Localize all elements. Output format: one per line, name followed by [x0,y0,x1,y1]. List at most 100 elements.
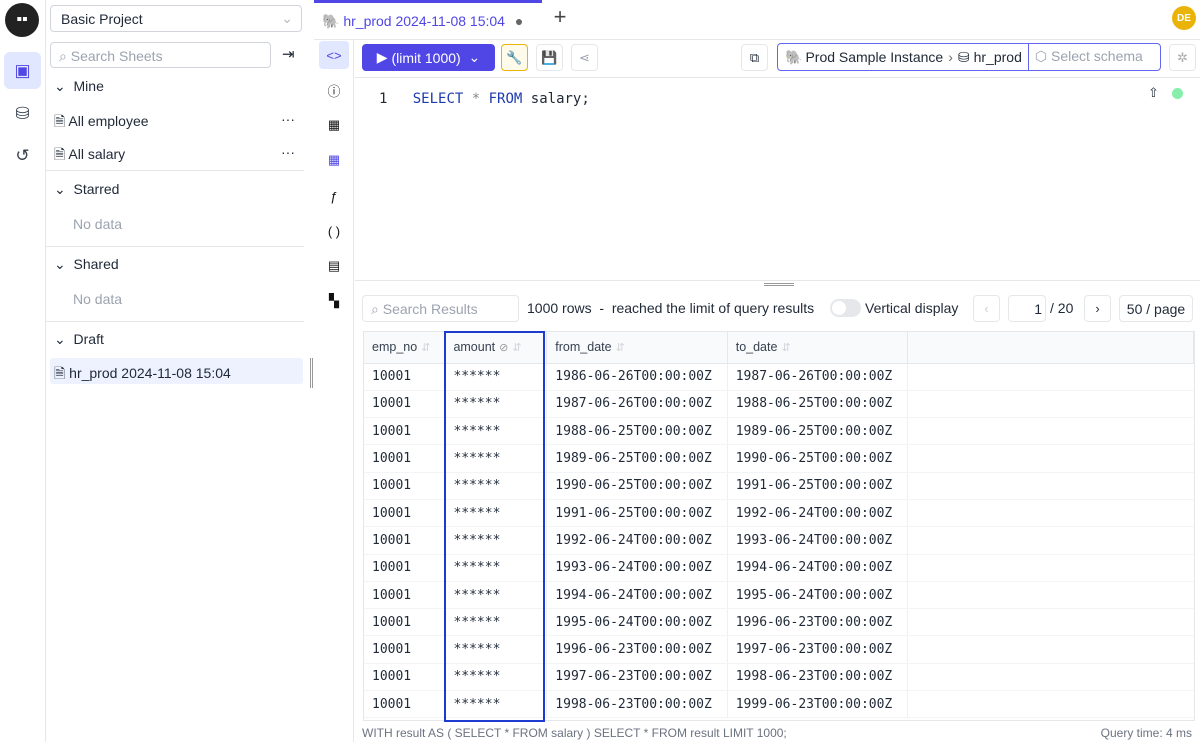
prev-page-button[interactable]: ‹ [973,295,1000,322]
logo-icon[interactable]: ▪▪ [5,3,39,37]
cell-from_date[interactable]: 1995-06-24T00:00:00Z [546,608,728,637]
cell-emp_no[interactable]: 10001 [364,526,446,555]
project-select[interactable]: Basic Project ⌄ [50,5,302,32]
cell-emp_no[interactable]: 10001 [364,499,446,528]
cell-from_date[interactable]: 1987-06-26T00:00:00Z [546,390,728,419]
cell-emp_no[interactable]: 10001 [364,635,446,664]
table-row[interactable]: 10001 ****** 1990-06-25T00:00:00Z 1991-06-2… [364,472,1194,500]
cell-amount[interactable]: ****** [444,472,548,500]
wrench-icon[interactable]: 🔧 [501,44,528,71]
cell-from_date[interactable]: 1991-06-25T00:00:00Z [546,499,728,528]
history-icon[interactable]: ↺ [15,145,30,165]
save-icon[interactable]: 💾 [536,44,563,71]
resize-handle[interactable] [310,358,313,388]
cell-to_date[interactable]: 1999-06-23T00:00:00Z [727,690,909,719]
function-icon[interactable]: ƒ [330,188,338,204]
column-header-to_date[interactable]: to_date ⇵ [727,332,909,364]
search-sheets-input[interactable]: ⌕ Search Sheets [50,42,271,68]
cell-amount[interactable]: ****** [444,526,548,555]
cell-to_date[interactable]: 1990-06-25T00:00:00Z [727,444,909,473]
split-resizer[interactable] [355,280,1200,290]
cell-emp_no[interactable]: 10001 [364,554,446,582]
cell-emp_no[interactable]: 10001 [364,663,446,692]
cell-from_date[interactable]: 1990-06-25T00:00:00Z [546,472,728,500]
more-icon[interactable]: ··· [281,144,295,160]
sheet-item[interactable]: 🗎 All salary ··· [54,144,295,162]
cell-to_date[interactable]: 1996-06-23T00:00:00Z [727,608,909,637]
next-page-button[interactable]: › [1084,295,1111,322]
cell-from_date[interactable]: 1989-06-25T00:00:00Z [546,444,728,473]
cell-to_date[interactable]: 1987-06-26T00:00:00Z [727,363,909,391]
cell-from_date[interactable]: 1992-06-24T00:00:00Z [546,526,728,555]
view-icon[interactable]: ▦ [327,152,341,167]
sql-editor[interactable]: 1 SELECT * FROM salary; ⇧ [355,78,1200,280]
cell-to_date[interactable]: 1994-06-24T00:00:00Z [727,554,909,582]
more-icon[interactable]: ··· [281,111,295,127]
table-row[interactable]: 10001 ****** 1987-06-26T00:00:00Z 1988-06-2… [364,390,1194,419]
cell-amount[interactable]: ****** [444,608,548,637]
table-row[interactable]: 10001 ****** 1998-06-23T00:00:00Z 1999-06-2… [364,690,1194,719]
table-row[interactable]: 10001 ****** 1989-06-25T00:00:00Z 1990-06-2… [364,444,1194,473]
cell-emp_no[interactable]: 10001 [364,417,446,446]
sheet-item-active[interactable]: 🗎 hr_prod 2024-11-08 15:04 [50,358,303,384]
section-shared[interactable]: ⌄ Shared [54,256,119,272]
page-input[interactable]: 1 [1008,295,1046,322]
search-results-input[interactable]: ⌕ Search Results [362,295,519,322]
cell-emp_no[interactable]: 10001 [364,581,446,610]
column-header-from_date[interactable]: from_date ⇵ [546,332,728,364]
cell-amount[interactable]: ****** [444,417,548,446]
table-row[interactable]: 10001 ****** 1992-06-24T00:00:00Z 1993-06-2… [364,526,1194,555]
code-icon[interactable]: <> [319,41,349,69]
cell-to_date[interactable]: 1995-06-24T00:00:00Z [727,581,909,610]
new-tab-button[interactable]: + [553,4,567,29]
cell-amount[interactable]: ****** [444,554,548,582]
sort-icon[interactable]: ⇵ [512,342,522,355]
cell-emp_no[interactable]: 10001 [364,444,446,473]
cell-amount[interactable]: ****** [444,390,548,419]
page-size-select[interactable]: 50 / page [1119,295,1193,322]
cell-from_date[interactable]: 1986-06-26T00:00:00Z [546,363,728,391]
table-icon[interactable]: ▦ [327,117,341,132]
cell-amount[interactable]: ****** [444,444,548,473]
import-icon[interactable]: ⇥ [282,46,295,63]
cell-to_date[interactable]: 1993-06-24T00:00:00Z [727,526,909,555]
section-draft[interactable]: ⌄ Draft [54,331,104,347]
cell-amount[interactable]: ****** [444,499,548,528]
sort-icon[interactable]: ⇵ [615,342,625,355]
cell-emp_no[interactable]: 10001 [364,390,446,419]
column-header-amount[interactable]: amount ⊘ ⇵ [444,332,548,364]
transform-icon[interactable]: ⧉ [741,44,768,71]
vertical-display-toggle[interactable] [830,299,861,317]
tab-hr-prod[interactable]: 🐘 hr_prod 2024-11-08 15:04 ● [314,0,542,40]
cell-from_date[interactable]: 1994-06-24T00:00:00Z [546,581,728,610]
share-icon[interactable]: ⋖ [571,44,598,71]
table-row[interactable]: 10001 ****** 1986-06-26T00:00:00Z 1987-06-2… [364,363,1194,391]
cell-emp_no[interactable]: 10001 [364,690,446,719]
column-header-emp_no[interactable]: emp_no ⇵ [364,332,446,364]
schema-diagram-icon[interactable]: ▚ [329,293,339,308]
sort-icon[interactable]: ⇵ [781,342,791,355]
section-mine[interactable]: ⌄ Mine [54,78,104,94]
cell-amount[interactable]: ****** [444,663,548,692]
cell-from_date[interactable]: 1996-06-23T00:00:00Z [546,635,728,664]
cell-from_date[interactable]: 1997-06-23T00:00:00Z [546,663,728,692]
run-button[interactable]: ▶ (limit 1000) ⌄ [362,44,495,71]
cell-from_date[interactable]: 1993-06-24T00:00:00Z [546,554,728,582]
sheet-item[interactable]: 🗎 All employee ··· [54,111,295,129]
grid-icon[interactable]: ▤ [327,258,341,273]
connection-selector[interactable]: 🐘 Prod Sample Instance › ⛁ hr_prod ⬡ Sel… [777,43,1161,71]
table-row[interactable]: 10001 ****** 1993-06-24T00:00:00Z 1994-06-2… [364,554,1194,582]
cell-amount[interactable]: ****** [444,690,548,719]
sheet-icon[interactable]: ▣ [4,52,41,89]
schema-select[interactable]: ⬡ Select schema [1027,44,1149,70]
table-row[interactable]: 10001 ****** 1996-06-23T00:00:00Z 1997-06-2… [364,635,1194,664]
cell-to_date[interactable]: 1991-06-25T00:00:00Z [727,472,909,500]
info-icon[interactable]: ⓘ [327,83,341,99]
procedure-icon[interactable]: ( ) [327,223,341,239]
cell-emp_no[interactable]: 10001 [364,472,446,500]
cell-to_date[interactable]: 1992-06-24T00:00:00Z [727,499,909,528]
table-row[interactable]: 10001 ****** 1988-06-25T00:00:00Z 1989-06-2… [364,417,1194,446]
cell-amount[interactable]: ****** [444,363,548,391]
table-row[interactable]: 10001 ****** 1991-06-25T00:00:00Z 1992-06-2… [364,499,1194,528]
section-starred[interactable]: ⌄ Starred [54,181,120,197]
